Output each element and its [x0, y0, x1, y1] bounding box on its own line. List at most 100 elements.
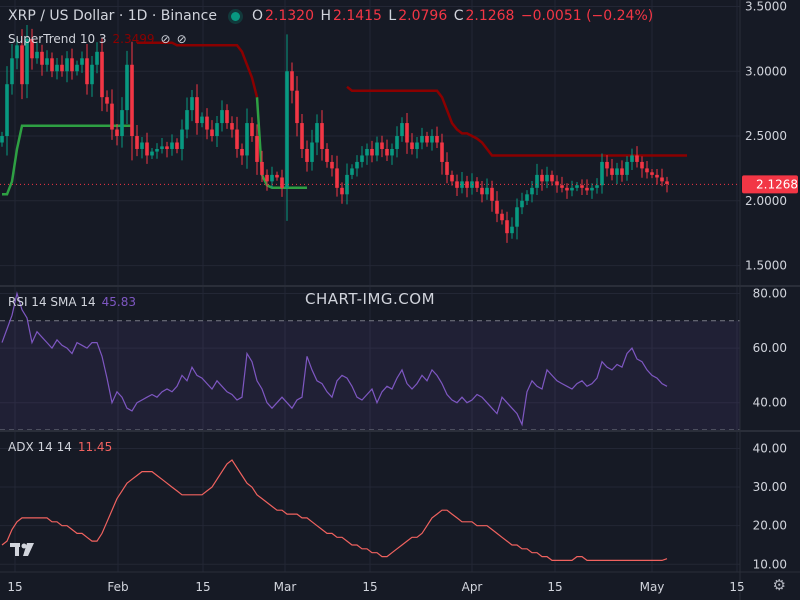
time-tick-label: 15	[547, 580, 562, 594]
chart-header: XRP / US Dollar · 1D · Binance O 2.1320 H…	[8, 8, 655, 24]
time-tick-label: 15	[362, 580, 377, 594]
candle-body	[585, 187, 589, 191]
candle-body	[100, 51, 104, 98]
candle-body	[230, 123, 234, 130]
candle-body	[575, 185, 579, 188]
candle-body	[435, 136, 439, 143]
candle-body	[655, 174, 659, 178]
candle-body	[440, 142, 444, 162]
supertrend-label: SuperTrend 10 3	[8, 32, 107, 46]
candle-body	[90, 64, 94, 85]
candle-body	[30, 38, 34, 59]
candle-body	[200, 116, 204, 124]
adx-series-line	[1, 459, 668, 561]
candle-body	[165, 146, 169, 149]
candle-body	[590, 187, 594, 191]
candle-body	[550, 174, 554, 182]
candle-body	[380, 142, 384, 149]
candle-body	[600, 161, 604, 186]
candle-body	[480, 187, 484, 195]
candle-body	[85, 58, 89, 85]
candle-body	[25, 38, 29, 85]
candle-body	[250, 123, 254, 137]
candle-body	[50, 58, 54, 72]
ohlc-values: O 2.1320 H 2.1415 L 2.0796 C 2.1268 −0.0051 …	[251, 8, 654, 24]
candle-body	[540, 174, 544, 182]
price-tag-label: 2.1268	[756, 177, 798, 191]
rsi-tick-label: 40.00	[753, 396, 787, 410]
candle-body	[310, 142, 314, 162]
candle-body	[565, 187, 569, 191]
candle-body	[70, 58, 74, 72]
candle-body	[40, 51, 44, 65]
eye-off-icon[interactable]: ⊘	[160, 32, 171, 46]
candle-body	[140, 142, 144, 149]
candle-body	[555, 181, 559, 186]
candle-body	[635, 155, 639, 162]
candle-body	[390, 148, 394, 156]
candle-body	[340, 187, 344, 195]
candle-body	[205, 116, 209, 130]
candle-body	[315, 123, 319, 143]
candle-body	[275, 174, 279, 178]
candle-body	[175, 142, 179, 149]
rsi-value: 45.83	[101, 295, 137, 309]
status-dot-icon	[230, 11, 240, 21]
adx-legend[interactable]: ADX 14 14 11.45	[8, 440, 112, 454]
candle-body	[210, 129, 214, 137]
candle-body	[425, 136, 429, 143]
candle-body	[215, 123, 219, 137]
settings-gear-icon[interactable]: ⚙	[772, 576, 786, 594]
candle-body	[35, 51, 39, 59]
candle-body	[370, 148, 374, 156]
candle-body	[55, 64, 59, 72]
grid-lines	[0, 0, 740, 572]
rsi-legend[interactable]: RSI 14 SMA 14 45.83	[8, 295, 136, 309]
price-tick-label: 3.5000	[745, 0, 787, 13]
candle-body	[80, 58, 84, 65]
candle-body	[450, 174, 454, 182]
watermark: CHART-IMG.COM	[304, 290, 436, 308]
candle-body	[500, 213, 504, 221]
candle-body	[325, 148, 329, 162]
price-tick-label: 3.0000	[745, 64, 787, 78]
candle-body	[350, 168, 354, 175]
rsi-band-fill	[0, 320, 740, 430]
supertrend-legend[interactable]: SuperTrend 10 3 2.3499 ⊘ ⊘	[8, 32, 187, 46]
candle-body	[410, 142, 414, 149]
tradingview-logo-icon[interactable]	[10, 540, 38, 560]
candle-body	[285, 71, 289, 188]
candle-body	[330, 161, 334, 169]
candle-body	[240, 148, 244, 156]
candle-body	[385, 148, 389, 156]
candle-body	[545, 174, 549, 182]
candle-body	[265, 174, 269, 182]
candle-body	[180, 129, 184, 149]
candle-body	[460, 181, 464, 188]
open-value: 2.1320	[264, 8, 314, 24]
candle-body	[60, 64, 64, 72]
rsi-band	[0, 320, 740, 431]
candle-body	[345, 174, 349, 195]
rsi-label: RSI 14 SMA 14	[8, 295, 96, 309]
time-tick-label: Apr	[462, 580, 483, 594]
candle-body	[355, 161, 359, 169]
candle-body	[45, 58, 49, 65]
eye-off-icon[interactable]: ⊘	[176, 32, 187, 46]
candle-body	[535, 174, 539, 188]
close-value: 2.1268	[465, 8, 515, 24]
candle-body	[95, 51, 99, 65]
candle-body	[125, 64, 129, 111]
candle-body	[155, 148, 159, 152]
axis-labels: 1.5000 2.0000 2.5000 3.0000 3.5000 40.00 60.00…	[7, 0, 787, 594]
candle-body	[115, 129, 119, 137]
candle-body	[515, 207, 519, 227]
candle-body	[130, 64, 134, 137]
candle-body	[145, 142, 149, 156]
candle-body	[320, 123, 324, 149]
price-candles	[0, 24, 740, 243]
rsi-line	[1, 291, 668, 427]
candle-body	[525, 194, 529, 201]
candle-body	[465, 181, 469, 188]
price-tick-label: 1.5000	[745, 259, 787, 273]
